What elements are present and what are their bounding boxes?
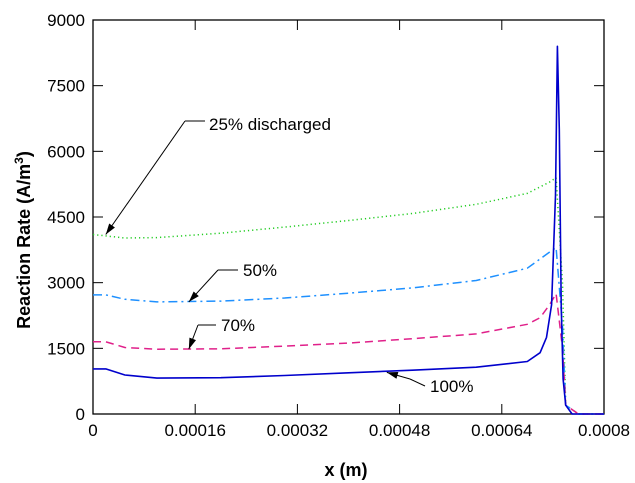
x-tick-label: 0.00032 [267, 421, 328, 440]
series-line-70-pct [93, 292, 604, 415]
x-tick-label: 0 [88, 421, 97, 440]
y-tick-label: 6000 [47, 142, 85, 161]
y-tick-label: 7500 [47, 77, 85, 96]
y-tick-label: 3000 [47, 274, 85, 293]
x-tick-label: 0.0008 [578, 421, 630, 440]
y-tick-label: 4500 [47, 208, 85, 227]
annotation-25-pct-discharged-arrow-line [105, 120, 186, 235]
annotation-50-pct-arrowhead [188, 291, 199, 302]
series-lines [92, 45, 604, 415]
x-tick-label: 0.00048 [369, 421, 430, 440]
annotation-50-pct-label: 50% [243, 261, 277, 280]
y-axis-title-superscript: 3 [12, 157, 26, 164]
y-axis-title-main: Reaction Rate (A/m [14, 164, 34, 329]
y-axis-title-close: ) [14, 151, 34, 157]
annotation-70-pct-label: 70% [221, 316, 255, 335]
axis-ticks: 0 0.00016 0.00032 0.00048 0.00064 0.0008 0 1500… [47, 11, 630, 440]
series-line-100-pct [93, 45, 604, 415]
plot-border [92, 19, 605, 415]
annotation-25-pct-discharged-label: 25% discharged [209, 115, 331, 134]
x-tick-label: 0.00016 [164, 421, 225, 440]
series-line-50-pct [93, 246, 604, 415]
y-axis-title: Reaction Rate (A/m3) [12, 151, 34, 329]
x-tick-label: 0.00064 [471, 421, 532, 440]
annotation-100-pct-arrowhead [386, 372, 399, 379]
annotation-70-pct-arrowhead [188, 337, 196, 350]
y-tick-label: 1500 [47, 339, 85, 358]
plot-frame [92, 19, 605, 415]
annotation-100-pct-leader [409, 378, 426, 387]
y-tick-label: 0 [76, 405, 85, 424]
y-tick-label: 9000 [47, 11, 85, 30]
x-axis-title: x (m) [324, 460, 367, 480]
annotation-100-pct-label: 100% [430, 377, 473, 396]
annotations: 25% discharged 50% 70% 100% [105, 115, 473, 396]
annotation-25-pct-discharged-arrowhead [105, 223, 115, 235]
